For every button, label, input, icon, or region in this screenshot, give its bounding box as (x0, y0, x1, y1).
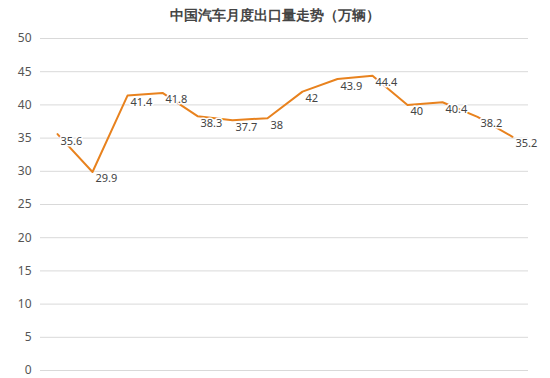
svg-text:35.2: 35.2 (516, 135, 538, 150)
svg-text:25: 25 (18, 195, 32, 212)
svg-text:29.9: 29.9 (96, 170, 118, 185)
svg-text:15: 15 (18, 262, 32, 279)
svg-text:38: 38 (271, 117, 284, 132)
svg-text:35: 35 (18, 129, 32, 146)
svg-text:50: 50 (18, 30, 32, 46)
svg-text:44.4: 44.4 (376, 74, 399, 89)
svg-text:20: 20 (18, 229, 32, 246)
svg-text:38.3: 38.3 (201, 115, 223, 130)
svg-text:40: 40 (411, 103, 424, 118)
html-text:中国汽车月度出口量走势（万辆）: 中国汽车月度出口量走势（万辆） (170, 7, 380, 23)
svg-text:40.4: 40.4 (446, 101, 469, 116)
svg-text:5: 5 (25, 328, 32, 345)
svg-text:41.8: 41.8 (166, 91, 188, 106)
svg-text:41.4: 41.4 (131, 94, 154, 109)
svg-text:38.2: 38.2 (481, 115, 503, 130)
svg-text:37.7: 37.7 (236, 119, 258, 134)
svg-text:43.9: 43.9 (341, 78, 363, 93)
svg-text:35.6: 35.6 (61, 133, 83, 148)
svg-text:40: 40 (18, 96, 32, 113)
svg-text:42: 42 (306, 90, 319, 105)
svg-text:45: 45 (18, 63, 32, 80)
svg-text:30: 30 (18, 162, 32, 179)
svg-text:0: 0 (25, 361, 32, 378)
svg-text:10: 10 (18, 295, 32, 312)
